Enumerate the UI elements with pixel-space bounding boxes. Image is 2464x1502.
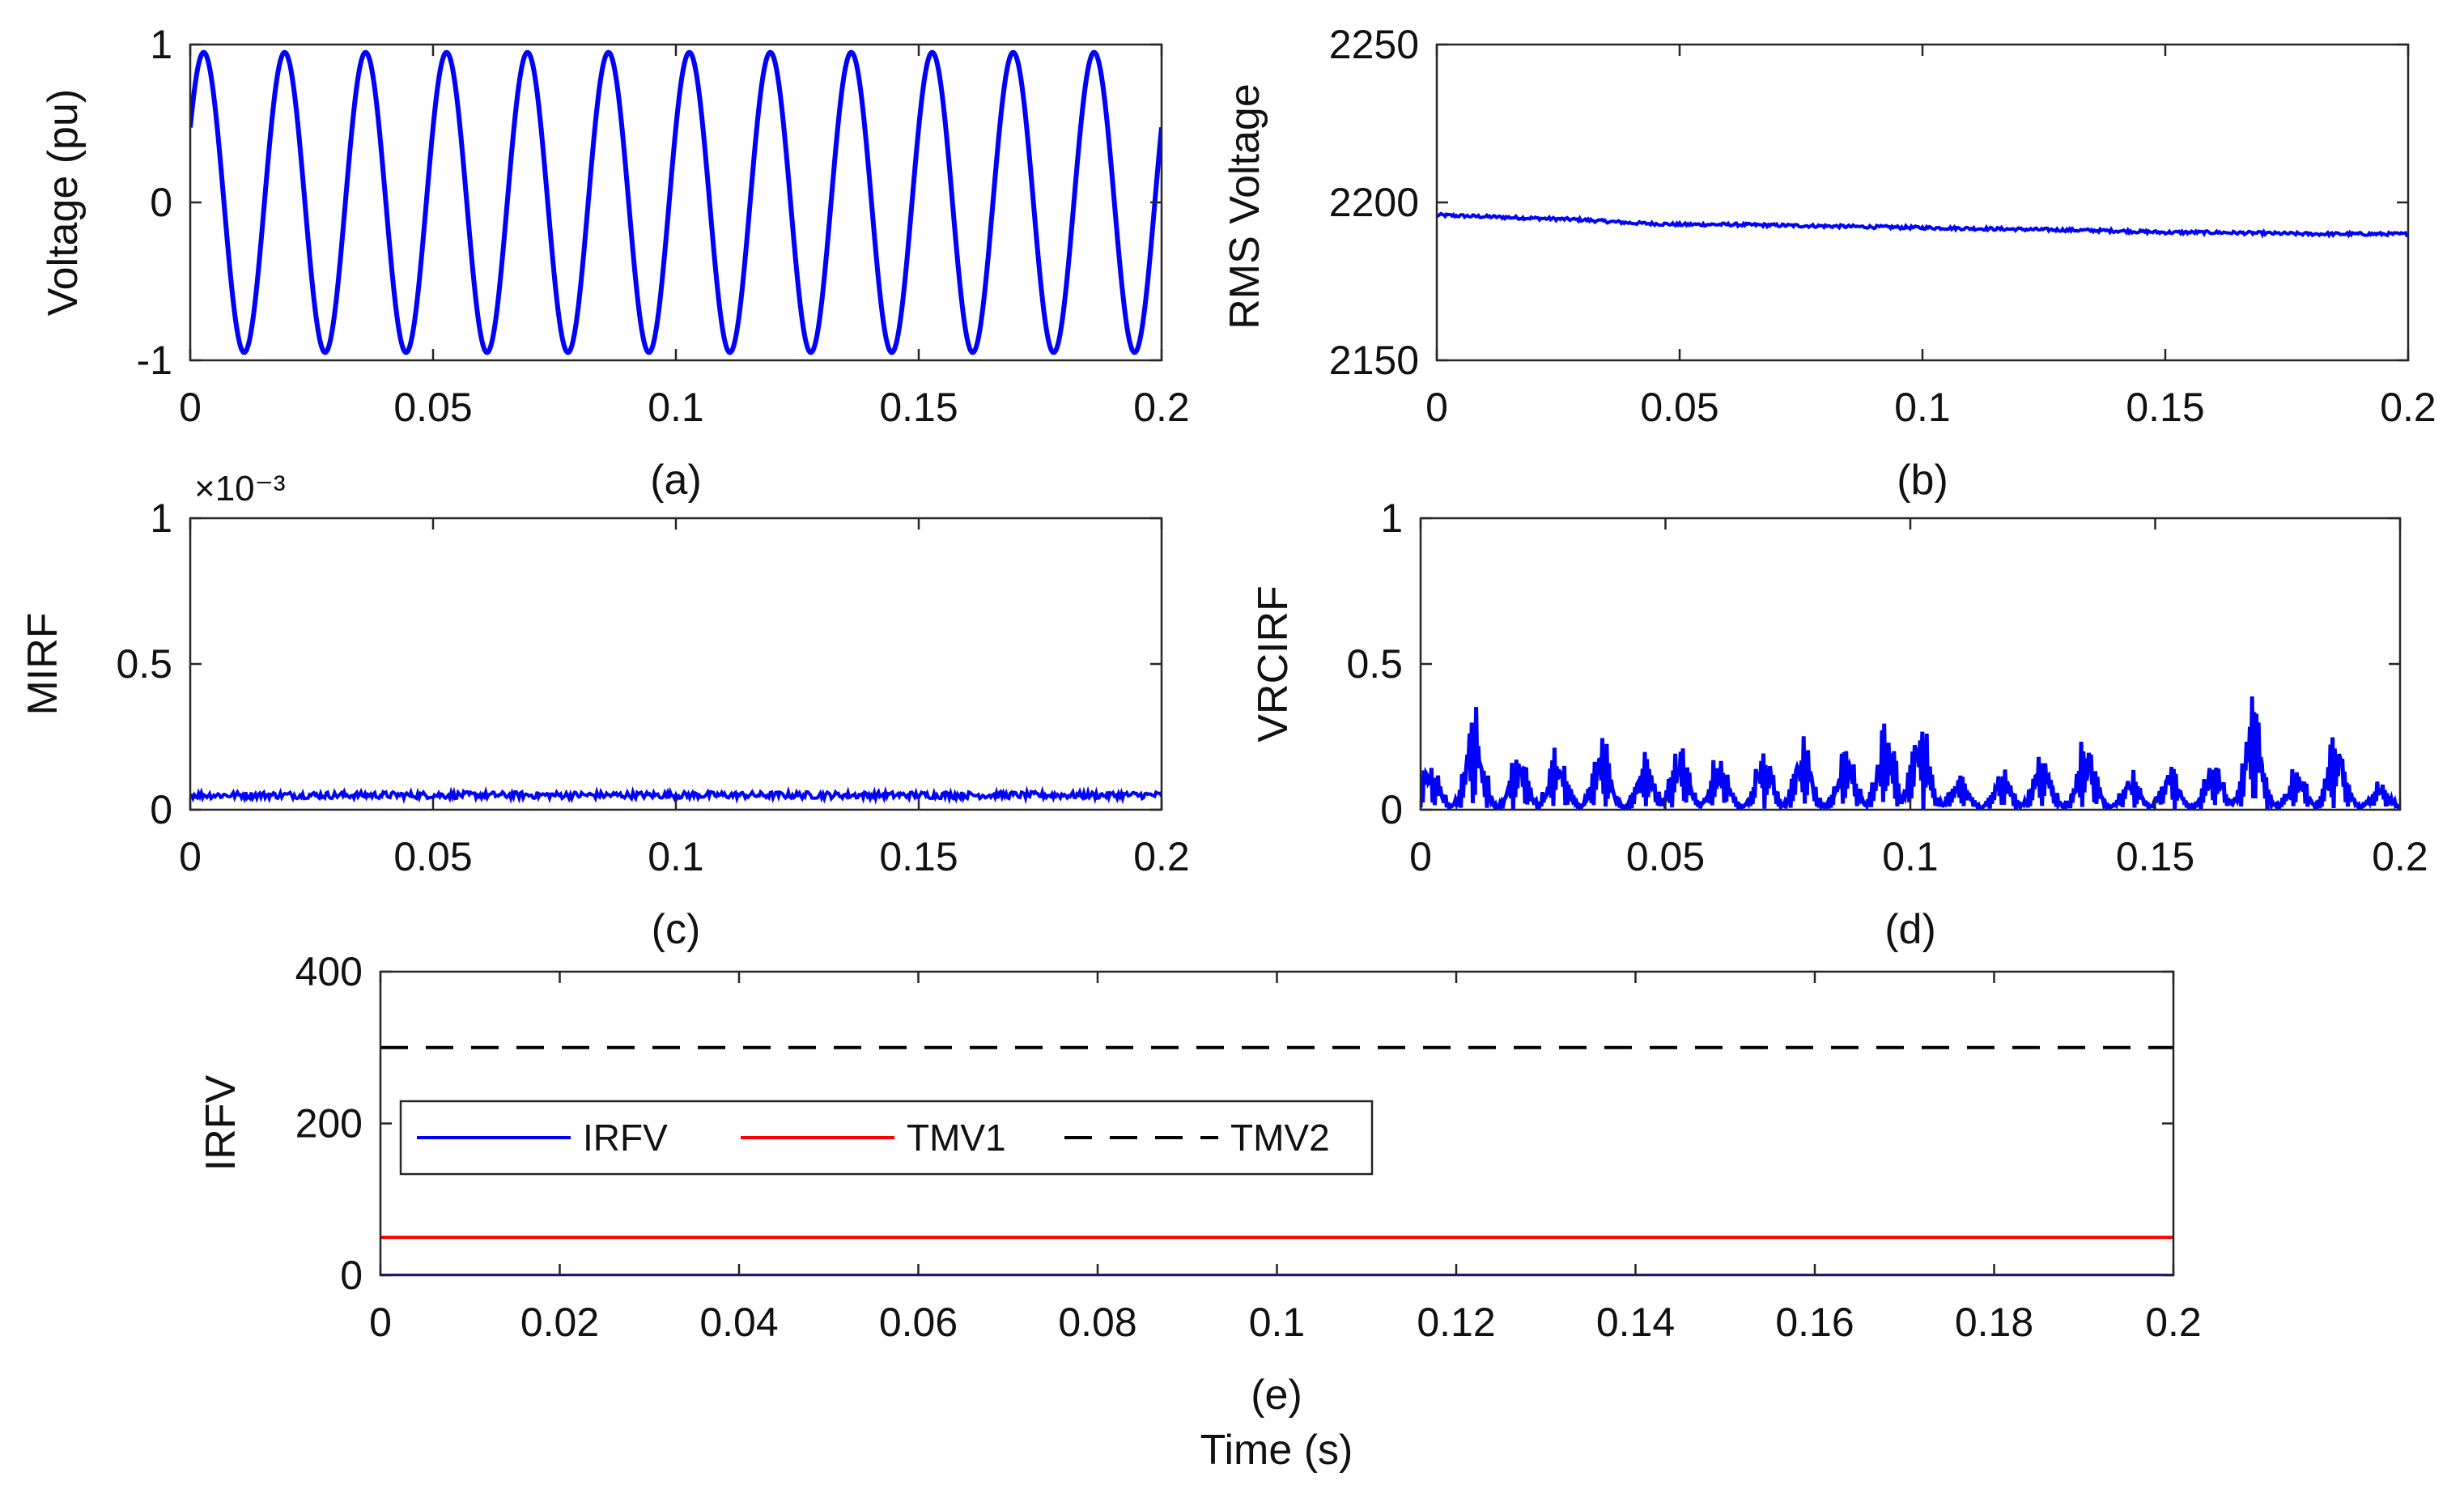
subplot-e: IRFV (e) Time (s) 0 0.02 0.04 0.06 0.08 0.1 0.…	[198, 949, 2202, 1474]
ylabel: VRCIRF	[1250, 585, 1297, 742]
x-tick-label: 0.08	[1058, 1300, 1136, 1345]
series-line-rms-voltage	[1437, 211, 2408, 239]
xlabel: Time (s)	[1200, 1427, 1353, 1474]
x-tick-label: 0.05	[1626, 834, 1705, 879]
y-tick-label: 0	[150, 787, 172, 832]
subplot-b: RMS Voltage (b) 0 0.05 0.1 0.15 0.2 2150 2200 2…	[1221, 22, 2436, 504]
y-tick-label: 1	[1380, 496, 1403, 541]
legend-label-irfv: IRFV	[583, 1117, 668, 1159]
y-tick-label: 1	[150, 22, 172, 67]
caption: (b)	[1897, 457, 1948, 504]
series-line-vrcirf	[1421, 696, 2400, 810]
x-tick-label: 0.14	[1596, 1300, 1675, 1345]
x-tick-label: 0	[179, 385, 202, 430]
x-tick-label: 0.05	[1640, 385, 1718, 430]
x-tick-label: 0	[369, 1300, 392, 1345]
x-tick-label: 0.18	[1955, 1300, 2033, 1345]
x-tick-label: 0.2	[1133, 834, 1190, 879]
series-line-mirf	[190, 785, 1162, 805]
subplot-d: VRCIRF (d) 0 0.05 0.1 0.15 0.2 0 0.5 1	[1250, 496, 2428, 953]
legend-label-tmv2: TMV2	[1230, 1117, 1330, 1159]
x-tick-label: 0.16	[1775, 1300, 1854, 1345]
x-tick-label: 0.05	[393, 385, 472, 430]
y-tick-label: 2200	[1329, 180, 1419, 225]
x-tick-label: 0.15	[879, 834, 958, 879]
y-tick-label: -1	[137, 338, 172, 383]
x-tick-label: 0	[1425, 385, 1448, 430]
y-tick-label: 200	[295, 1101, 363, 1147]
y-tick-label: 0.5	[116, 641, 172, 687]
x-tick-label: 0.06	[879, 1300, 958, 1345]
ylabel: IRFV	[198, 1074, 244, 1171]
x-tick-label: 0.1	[648, 385, 704, 430]
series-group	[190, 785, 1162, 805]
series-group	[380, 1045, 2173, 1275]
x-tick-label: 0.05	[393, 834, 472, 879]
x-tick-label: 0.12	[1417, 1300, 1495, 1345]
y-tick-label: 0.5	[1346, 641, 1403, 687]
ylabel: Voltage (pu)	[40, 89, 87, 316]
ylabel: RMS Voltage	[1221, 83, 1268, 330]
caption: (a)	[650, 457, 702, 504]
axes-box	[189, 517, 1163, 811]
x-tick-label: 0.1	[1249, 1300, 1306, 1345]
series-line-voltage	[190, 49, 1162, 355]
caption: (d)	[1884, 906, 1936, 953]
x-tick-label: 0.04	[699, 1300, 778, 1345]
y-tick-label: 400	[295, 949, 363, 994]
series-group	[1437, 211, 2408, 239]
x-tick-label: 0.15	[2126, 385, 2204, 430]
x-tick-label: 0.2	[2372, 834, 2428, 879]
y-tick-label: 2250	[1329, 22, 1419, 67]
x-tick-label: 0.2	[2380, 385, 2436, 430]
x-tick-label: 0.2	[1133, 385, 1190, 430]
caption: (c)	[652, 906, 701, 953]
x-tick-label: 0.1	[1882, 834, 1939, 879]
axes-box	[1435, 43, 2410, 362]
legend-label-tmv1: TMV1	[907, 1117, 1006, 1159]
subplot-c: MIRF (c) 0 0.05 0.1 0.15 0.2 0 0.5 1 ×10⁻³	[19, 469, 1190, 953]
y-tick-label: 0	[150, 180, 172, 225]
series-group	[190, 49, 1162, 355]
y-tick-label: 0	[1380, 787, 1403, 832]
axis-exponent-label: ×10⁻³	[194, 469, 286, 508]
x-tick-label: 0.2	[2145, 1300, 2202, 1345]
caption: (e)	[1251, 1372, 1302, 1419]
y-tick-label: 1	[150, 496, 172, 541]
x-tick-label: 0.1	[1894, 385, 1951, 430]
x-tick-label: 0.15	[2116, 834, 2194, 879]
y-tick-label: 0	[340, 1253, 363, 1298]
y-tick-label: 2150	[1329, 338, 1419, 383]
x-tick-label: 0	[1409, 834, 1432, 879]
x-tick-label: 0.1	[648, 834, 704, 879]
x-tick-label: 0.15	[879, 385, 958, 430]
x-tick-label: 0.02	[520, 1300, 599, 1345]
subplot-a: Voltage (pu) (a) 0 0.05 0.1 0.15 0.2-101	[40, 22, 1190, 504]
series-group	[1421, 696, 2400, 810]
x-tick-label: 0	[179, 834, 202, 879]
ylabel: MIRF	[19, 612, 66, 715]
